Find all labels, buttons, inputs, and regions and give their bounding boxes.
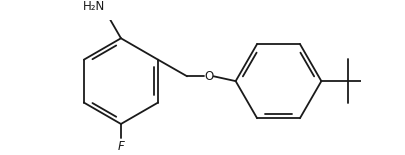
- Text: O: O: [204, 70, 213, 83]
- Text: H₂N: H₂N: [83, 0, 105, 13]
- Text: F: F: [117, 140, 124, 153]
